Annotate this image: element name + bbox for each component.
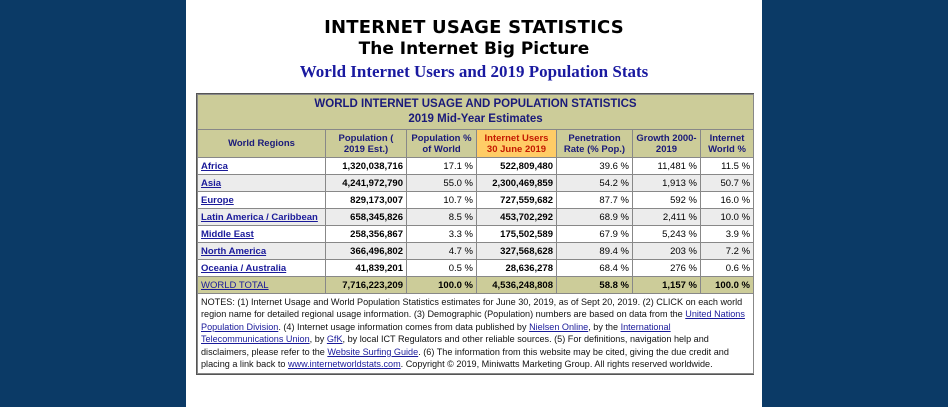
- table-row: North America 366,496,802 4.7 % 327,568,…: [197, 242, 755, 260]
- table-row: Middle East 258,356,867 3.3 % 175,502,58…: [197, 225, 755, 243]
- region-link-africa[interactable]: Africa: [201, 160, 228, 172]
- cell-population: 7,716,223,209: [325, 276, 407, 294]
- cell-population: 1,320,038,716: [325, 157, 407, 175]
- link-surfing-guide[interactable]: Website Surfing Guide: [327, 346, 419, 357]
- cell-penetration: 68.9 %: [556, 208, 633, 226]
- cell-population: 829,173,007: [325, 191, 407, 209]
- cell-penetration: 89.4 %: [556, 242, 633, 260]
- cell-growth: 1,157 %: [632, 276, 701, 294]
- region-link-middle-east[interactable]: Middle East: [201, 228, 254, 240]
- cell-users: 522,809,480: [476, 157, 557, 175]
- table-row: Africa 1,320,038,716 17.1 % 522,809,480 …: [197, 157, 755, 175]
- page-content: INTERNET USAGE STATISTICS The Internet B…: [186, 0, 762, 407]
- table-header-row: World Regions Population ( 2019 Est.) Po…: [197, 129, 755, 158]
- cell-internet-pct: 50.7 %: [699, 174, 755, 192]
- cell-users: 175,502,589: [476, 225, 557, 243]
- cell-growth: 11,481 %: [632, 157, 701, 175]
- col-header-pct-world: Population % of World: [406, 129, 477, 158]
- cell-growth: 203 %: [632, 242, 701, 260]
- link-nielsen[interactable]: Nielsen Online: [529, 321, 589, 332]
- region-link-oceania[interactable]: Oceania / Australia: [201, 262, 287, 274]
- col-header-region: World Regions: [197, 129, 326, 158]
- table-title-line2: 2019 Mid-Year Estimates: [408, 113, 543, 125]
- cell-pct-world: 17.1 %: [406, 157, 477, 175]
- col-header-population: Population ( 2019 Est.): [325, 129, 407, 158]
- cell-users: 327,568,628: [476, 242, 557, 260]
- cell-growth: 1,913 %: [632, 174, 701, 192]
- cell-internet-pct: 7.2 %: [699, 242, 755, 260]
- cell-growth: 2,411 %: [632, 208, 701, 226]
- table-title: WORLD INTERNET USAGE AND POPULATION STAT…: [196, 94, 755, 130]
- cell-penetration: 67.9 %: [556, 225, 633, 243]
- cell-internet-pct: 3.9 %: [699, 225, 755, 243]
- table-row: Europe 829,173,007 10.7 % 727,559,682 87…: [197, 191, 755, 209]
- cell-pct-world: 3.3 %: [406, 225, 477, 243]
- cell-population: 366,496,802: [325, 242, 407, 260]
- cell-internet-pct: 16.0 %: [699, 191, 755, 209]
- region-link-europe[interactable]: Europe: [201, 194, 234, 206]
- cell-growth: 592 %: [632, 191, 701, 209]
- cell-internet-pct: 0.6 %: [699, 259, 755, 277]
- notes: NOTES: (1) Internet Usage and World Popu…: [196, 292, 755, 375]
- col-header-growth: Growth 2000-2019: [632, 129, 701, 158]
- col-header-internet-pct: Internet World %: [699, 129, 755, 158]
- cell-penetration: 68.4 %: [556, 259, 633, 277]
- region-link-north-america[interactable]: North America: [201, 245, 267, 257]
- link-site-home[interactable]: www.internetworldstats.com: [287, 359, 401, 370]
- col-header-penetration: Penetration Rate (% Pop.): [556, 129, 633, 158]
- cell-population: 41,839,201: [325, 259, 407, 277]
- cell-internet-pct: 100.0 %: [699, 276, 755, 294]
- cell-pct-world: 4.7 %: [406, 242, 477, 260]
- table-title-line1: WORLD INTERNET USAGE AND POPULATION STAT…: [314, 98, 637, 110]
- cell-pct-world: 10.7 %: [406, 191, 477, 209]
- page-title: INTERNET USAGE STATISTICS: [324, 17, 624, 38]
- cell-penetration: 54.2 %: [556, 174, 633, 192]
- link-un-population[interactable]: United Nations Population Division: [201, 309, 745, 332]
- cell-penetration: 87.7 %: [556, 191, 633, 209]
- cell-growth: 5,243 %: [632, 225, 701, 243]
- stats-table-container: WORLD INTERNET USAGE AND POPULATION STAT…: [196, 93, 755, 376]
- table-row: Asia 4,241,972,790 55.0 % 2,300,469,859 …: [197, 174, 755, 192]
- table-row: Latin America / Caribbean 658,345,826 8.…: [197, 208, 755, 226]
- cell-users: 453,702,292: [476, 208, 557, 226]
- table-total-row: WORLD TOTAL 7,716,223,209 100.0 % 4,536,…: [197, 276, 755, 294]
- cell-pct-world: 8.5 %: [406, 208, 477, 226]
- cell-users: 28,636,278: [476, 259, 557, 277]
- cell-population: 658,345,826: [325, 208, 407, 226]
- cell-population: 4,241,972,790: [325, 174, 407, 192]
- cell-internet-pct: 11.5 %: [699, 157, 755, 175]
- cell-penetration: 58.8 %: [556, 276, 633, 294]
- region-link-latin-america[interactable]: Latin America / Caribbean: [201, 211, 318, 223]
- cell-users: 2,300,469,859: [476, 174, 557, 192]
- stats-table: WORLD INTERNET USAGE AND POPULATION STAT…: [196, 94, 755, 375]
- page-subtitle: The Internet Big Picture: [358, 39, 590, 59]
- cell-growth: 276 %: [632, 259, 701, 277]
- region-link-asia[interactable]: Asia: [201, 177, 222, 189]
- cell-pct-world: 0.5 %: [406, 259, 477, 277]
- cell-internet-pct: 10.0 %: [699, 208, 755, 226]
- table-row: Oceania / Australia 41,839,201 0.5 % 28,…: [197, 259, 755, 277]
- region-link-world-total[interactable]: WORLD TOTAL: [201, 279, 269, 291]
- link-itu[interactable]: International Telecommunications Union: [201, 321, 671, 345]
- cell-pct-world: 55.0 %: [406, 174, 477, 192]
- cell-users: 727,559,682: [476, 191, 557, 209]
- col-header-internet-users: Internet Users 30 June 2019: [476, 129, 557, 158]
- cell-users: 4,536,248,808: [476, 276, 557, 294]
- cell-pct-world: 100.0 %: [406, 276, 477, 294]
- link-gfk[interactable]: GfK: [326, 334, 343, 345]
- cell-penetration: 39.6 %: [556, 157, 633, 175]
- cell-population: 258,356,867: [325, 225, 407, 243]
- page-tagline: World Internet Users and 2019 Population…: [299, 62, 649, 81]
